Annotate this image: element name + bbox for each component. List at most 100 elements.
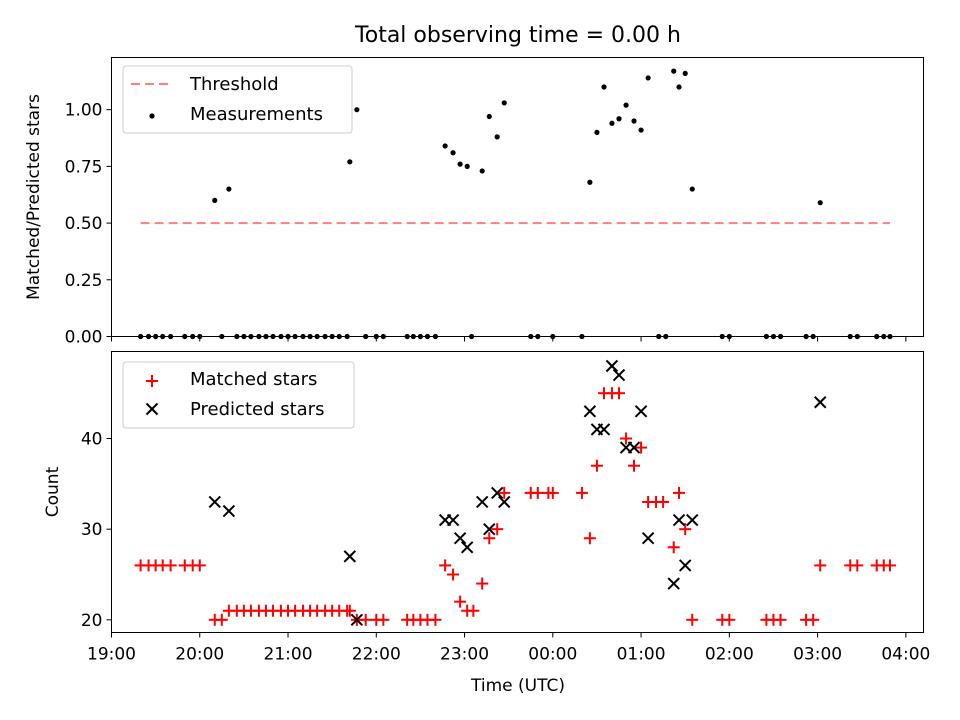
legend-matched-label: Matched stars	[190, 369, 317, 390]
bottom-legend: Matched stars Predicted stars	[122, 361, 355, 429]
matched-star-point	[483, 532, 496, 545]
bottom-y-tick-label: 20	[81, 611, 103, 631]
matched-star-point	[686, 613, 699, 626]
predicted-star-point	[597, 423, 611, 436]
predicted-star-point	[672, 513, 686, 527]
measurement-point	[609, 120, 615, 126]
predicted-star-point	[498, 495, 511, 509]
predicted-star-point	[460, 541, 474, 554]
legend-measurements-swatch	[149, 113, 155, 119]
measurement-point	[479, 168, 485, 174]
matched-star-point	[447, 568, 460, 581]
predicted-star-point	[678, 559, 692, 572]
measurement-point	[442, 143, 448, 149]
predicted-star-point	[222, 504, 236, 518]
predicted-star-point	[483, 522, 496, 536]
matched-star-point	[476, 577, 489, 590]
measurement-point	[501, 100, 507, 106]
matched-star-point	[439, 559, 452, 572]
matched-star-point	[575, 486, 588, 499]
top-y-tick-label: 0.50	[65, 214, 103, 234]
top-y-ticks: 0.00 0.25 0.50 0.75 1.00	[65, 101, 112, 348]
measurement-point	[623, 102, 629, 108]
bottom-x-tick-label: 03:00	[793, 645, 842, 665]
bottom-x-tick-label: 21:00	[264, 645, 313, 665]
predicted-star-point	[612, 368, 626, 382]
top-y-axis-label: Matched/Predicted stars	[24, 94, 44, 300]
matched-star-point	[343, 604, 356, 617]
bottom-y-tick-label: 40	[81, 430, 103, 450]
matched-star-point	[673, 486, 686, 499]
measurement-point	[226, 186, 232, 192]
top-plot-frame	[111, 57, 924, 337]
matched-star-point	[164, 559, 177, 572]
bottom-panel: Count Time (UTC) 20 30 40 19:00 20:00 21:00 2…	[43, 351, 930, 696]
matched-star-point	[814, 559, 827, 572]
matched-star-point	[657, 495, 670, 508]
measurement-point	[616, 116, 622, 122]
bottom-x-tick-label: 19:00	[87, 645, 136, 665]
measurement-point	[587, 179, 593, 185]
matched-star-point	[620, 432, 633, 445]
predicted-star-point	[490, 486, 504, 500]
matched-star-point	[491, 523, 504, 536]
predicted-star-point	[686, 513, 699, 527]
bottom-x-tick-label: 22:00	[352, 645, 401, 665]
predicted-star-point	[605, 359, 619, 373]
top-y-tick-label: 0.25	[65, 271, 103, 291]
top-chart-title: Total observing time = 0.00 h	[354, 23, 681, 48]
top-y-tick-label: 0.00	[65, 328, 103, 348]
measurement-point	[347, 159, 353, 165]
matched-star-point	[667, 541, 680, 554]
bottom-x-tick-label: 02:00	[705, 645, 754, 665]
measurement-point	[464, 163, 470, 169]
bottom-x-tick-label: 23:00	[440, 645, 489, 665]
predicted-star-point	[627, 441, 641, 454]
measurement-point	[689, 186, 695, 192]
matched-star-point	[774, 613, 787, 626]
predicted-star-point	[350, 613, 364, 627]
matched-star-point	[883, 559, 896, 572]
predicted-star-point	[814, 396, 827, 409]
bottom-plot-frame	[111, 351, 924, 633]
matched-star-point	[531, 486, 544, 499]
measurement-point	[671, 68, 677, 74]
matched-star-point	[429, 613, 442, 626]
measurement-point	[601, 84, 607, 90]
matched-star-point	[807, 613, 820, 626]
matched-star-point	[613, 387, 625, 400]
predicted-star-point	[475, 495, 489, 509]
matched-star-point	[851, 559, 864, 572]
matched-star-point	[359, 613, 372, 626]
matched-star-point	[193, 559, 206, 572]
matched-star-point	[679, 523, 692, 536]
measurement-point	[486, 113, 492, 120]
predicted-star-point	[343, 550, 357, 563]
bottom-x-tick-label: 20:00	[175, 645, 224, 665]
predicted-star-point	[634, 405, 648, 418]
bottom-y-tick-label: 30	[81, 520, 103, 540]
predicted-star-points	[208, 359, 827, 627]
matched-star-point	[377, 613, 390, 626]
top-y-tick-label: 0.75	[65, 157, 103, 177]
measurement-point	[676, 84, 682, 90]
predicted-star-point	[667, 577, 680, 590]
matched-star-point	[628, 459, 641, 472]
legend-predicted-swatch	[145, 402, 159, 416]
top-legend-box	[122, 65, 353, 134]
top-y-tick-label: 1.00	[65, 101, 103, 121]
measurement-point	[354, 107, 360, 113]
measurement-point	[594, 129, 600, 135]
matched-star-point	[546, 486, 559, 499]
bottom-y-ticks: 20 30 40	[81, 430, 112, 631]
predicted-star-point	[453, 532, 467, 545]
bottom-x-axis-label: Time (UTC)	[470, 676, 565, 696]
matched-star-points	[134, 387, 896, 626]
predicted-star-point	[583, 405, 597, 418]
bottom-y-axis-label: Count	[43, 466, 63, 517]
predicted-star-point	[446, 513, 460, 527]
measurement-point	[212, 197, 218, 204]
bottom-x-ticks: 19:00 20:00 21:00 22:00 23:00 00:00 01:00 02:00…	[87, 632, 930, 665]
top-panel: Total observing time = 0.00 h Matched/Pr…	[24, 23, 924, 348]
